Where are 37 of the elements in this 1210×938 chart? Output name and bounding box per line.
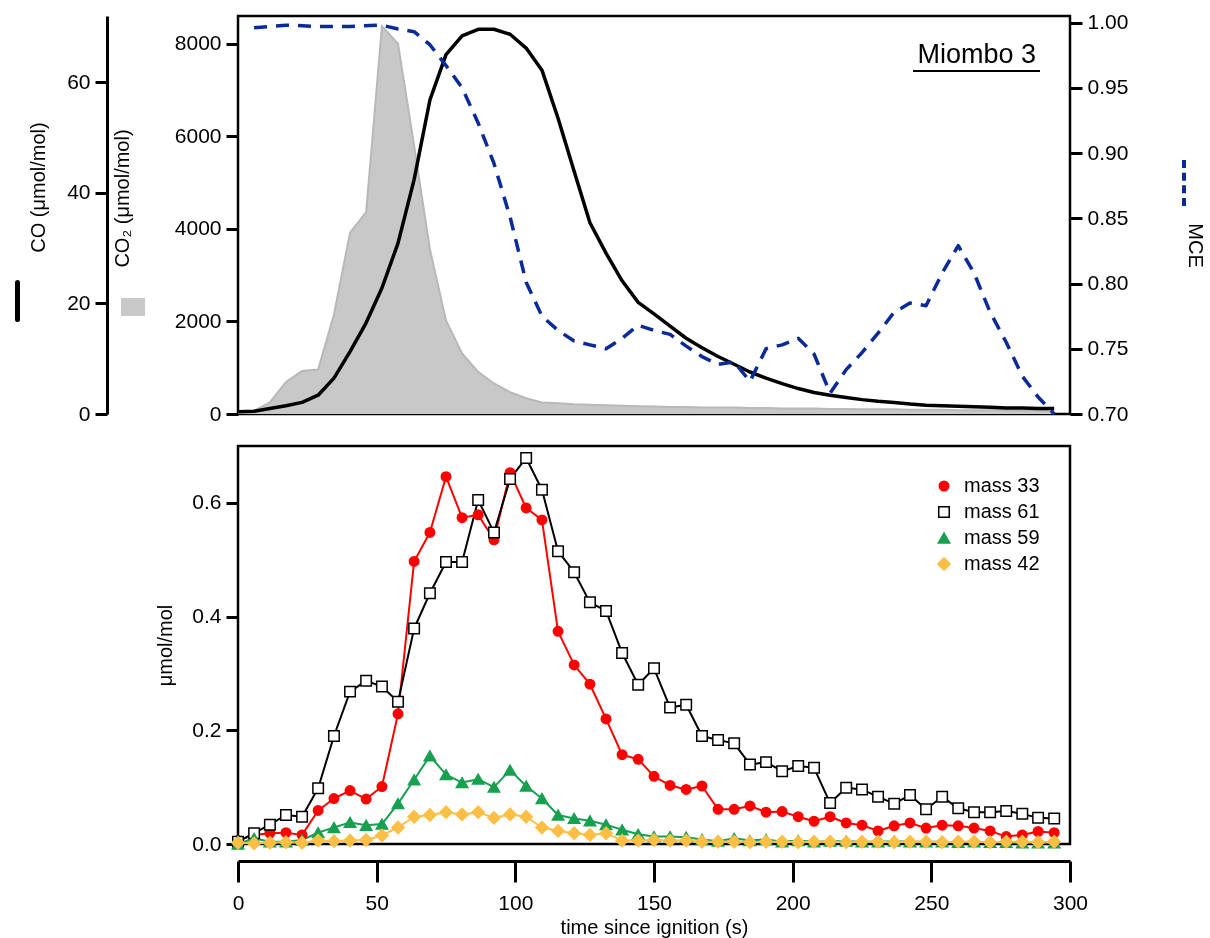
legend-label: mass 42 bbox=[964, 552, 1040, 574]
y3-axis-title: CO (μmol/mol) bbox=[26, 122, 49, 253]
x-tick-label: 300 bbox=[1052, 890, 1089, 914]
x-tick-label: 250 bbox=[914, 890, 950, 914]
text: Miombo 3 bbox=[913, 38, 1040, 72]
y-axis-title: μmol/mol bbox=[154, 604, 177, 687]
y-tick-label: 4000 bbox=[174, 216, 222, 240]
y3-tick-label: 60 bbox=[67, 69, 91, 93]
y3-tick-label: 0 bbox=[78, 401, 91, 425]
x-tick-label: 150 bbox=[636, 890, 673, 914]
x-tick-label: 50 bbox=[365, 890, 389, 914]
legend-label: mass 59 bbox=[964, 526, 1040, 548]
x-tick-label: 200 bbox=[775, 890, 811, 914]
y2-tick-label: 0.95 bbox=[1087, 75, 1129, 99]
y-tick-label: 6000 bbox=[174, 123, 222, 147]
y2-tick-label: 0.70 bbox=[1087, 401, 1129, 425]
x-tick-label: 100 bbox=[498, 890, 534, 914]
y-tick-label: 2000 bbox=[174, 308, 222, 332]
y2-tick-label: 0.85 bbox=[1087, 205, 1129, 229]
y2-tick-label: 0.90 bbox=[1087, 140, 1129, 164]
legend-label: mass 33 bbox=[964, 474, 1040, 496]
legend-label: mass 61 bbox=[964, 500, 1040, 522]
y3-tick-label: 20 bbox=[67, 290, 91, 314]
x-tick-label: 0 bbox=[232, 890, 245, 914]
x-axis-title: time since ignition (s) bbox=[560, 915, 749, 938]
y-tick-label: 0.0 bbox=[192, 831, 222, 855]
y-tick-label: 0.2 bbox=[192, 717, 222, 741]
y2-tick-label: 0.80 bbox=[1087, 271, 1129, 295]
y-axis-title: CO₂ (μmol/mol) bbox=[110, 129, 133, 268]
y2-axis-title: MCE bbox=[1184, 223, 1207, 268]
y-tick-label: 0.6 bbox=[192, 490, 222, 514]
y2-tick-label: 0.75 bbox=[1087, 336, 1129, 360]
y-tick-label: 8000 bbox=[174, 31, 222, 55]
y-tick-label: 0.4 bbox=[192, 604, 222, 628]
y3-tick-label: 40 bbox=[67, 180, 91, 204]
y-tick-label: 0 bbox=[209, 401, 222, 425]
y2-tick-label: 1.00 bbox=[1087, 10, 1129, 34]
